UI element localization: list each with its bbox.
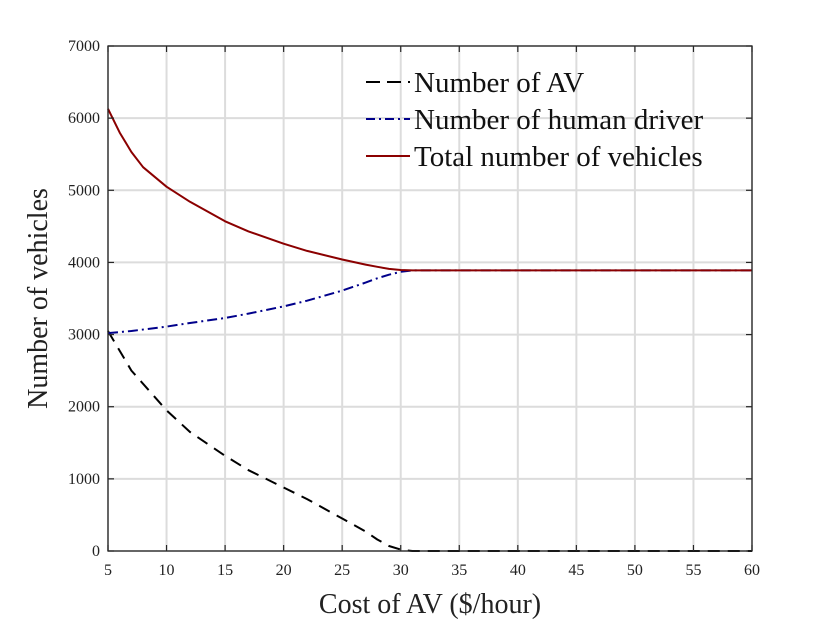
x-tick-label: 30	[393, 562, 409, 579]
series-lines	[107, 108, 752, 552]
axis-ticks: 5 10 15 20 25 30 35 40 45 50 55 60 0 1000 2000 3000 4000…	[68, 38, 760, 579]
y-tick-label: 3000	[68, 327, 100, 344]
y-tick-label: 7000	[68, 38, 100, 55]
y-tick-label: 2000	[68, 399, 100, 416]
x-tick-label: 35	[451, 562, 467, 579]
y-axis-title: Number of vehicles	[23, 188, 54, 409]
x-tick-label: 5	[104, 562, 112, 579]
series-line-1	[107, 330, 752, 552]
x-tick-label: 25	[334, 562, 350, 579]
x-tick-label: 60	[744, 562, 760, 579]
series-line-2	[107, 269, 752, 335]
x-axis-title: Cost of AV ($/hour)	[319, 589, 541, 620]
legend-label-3: Total number of vehicles	[414, 141, 703, 173]
y-tick-label: 0	[92, 543, 100, 560]
x-tick-label: 15	[217, 562, 233, 579]
x-tick-label: 40	[510, 562, 526, 579]
series-line-3	[107, 108, 752, 272]
y-tick-label: 4000	[68, 254, 100, 271]
x-tick-label: 20	[276, 562, 292, 579]
plot-area-frame	[107, 45, 753, 552]
x-tick-label: 55	[685, 562, 701, 579]
y-tick-label: 5000	[68, 182, 100, 199]
legend-label-2: Number of human driver	[414, 104, 703, 136]
x-tick-label: 45	[568, 562, 584, 579]
y-tick-label: 1000	[68, 471, 100, 488]
x-tick-label: 10	[159, 562, 175, 579]
y-tick-label: 6000	[68, 110, 100, 127]
legend-label-1: Number of AV	[414, 67, 584, 99]
x-tick-label: 50	[627, 562, 643, 579]
legend: Number of AV Number of human driver Total …	[366, 67, 703, 173]
